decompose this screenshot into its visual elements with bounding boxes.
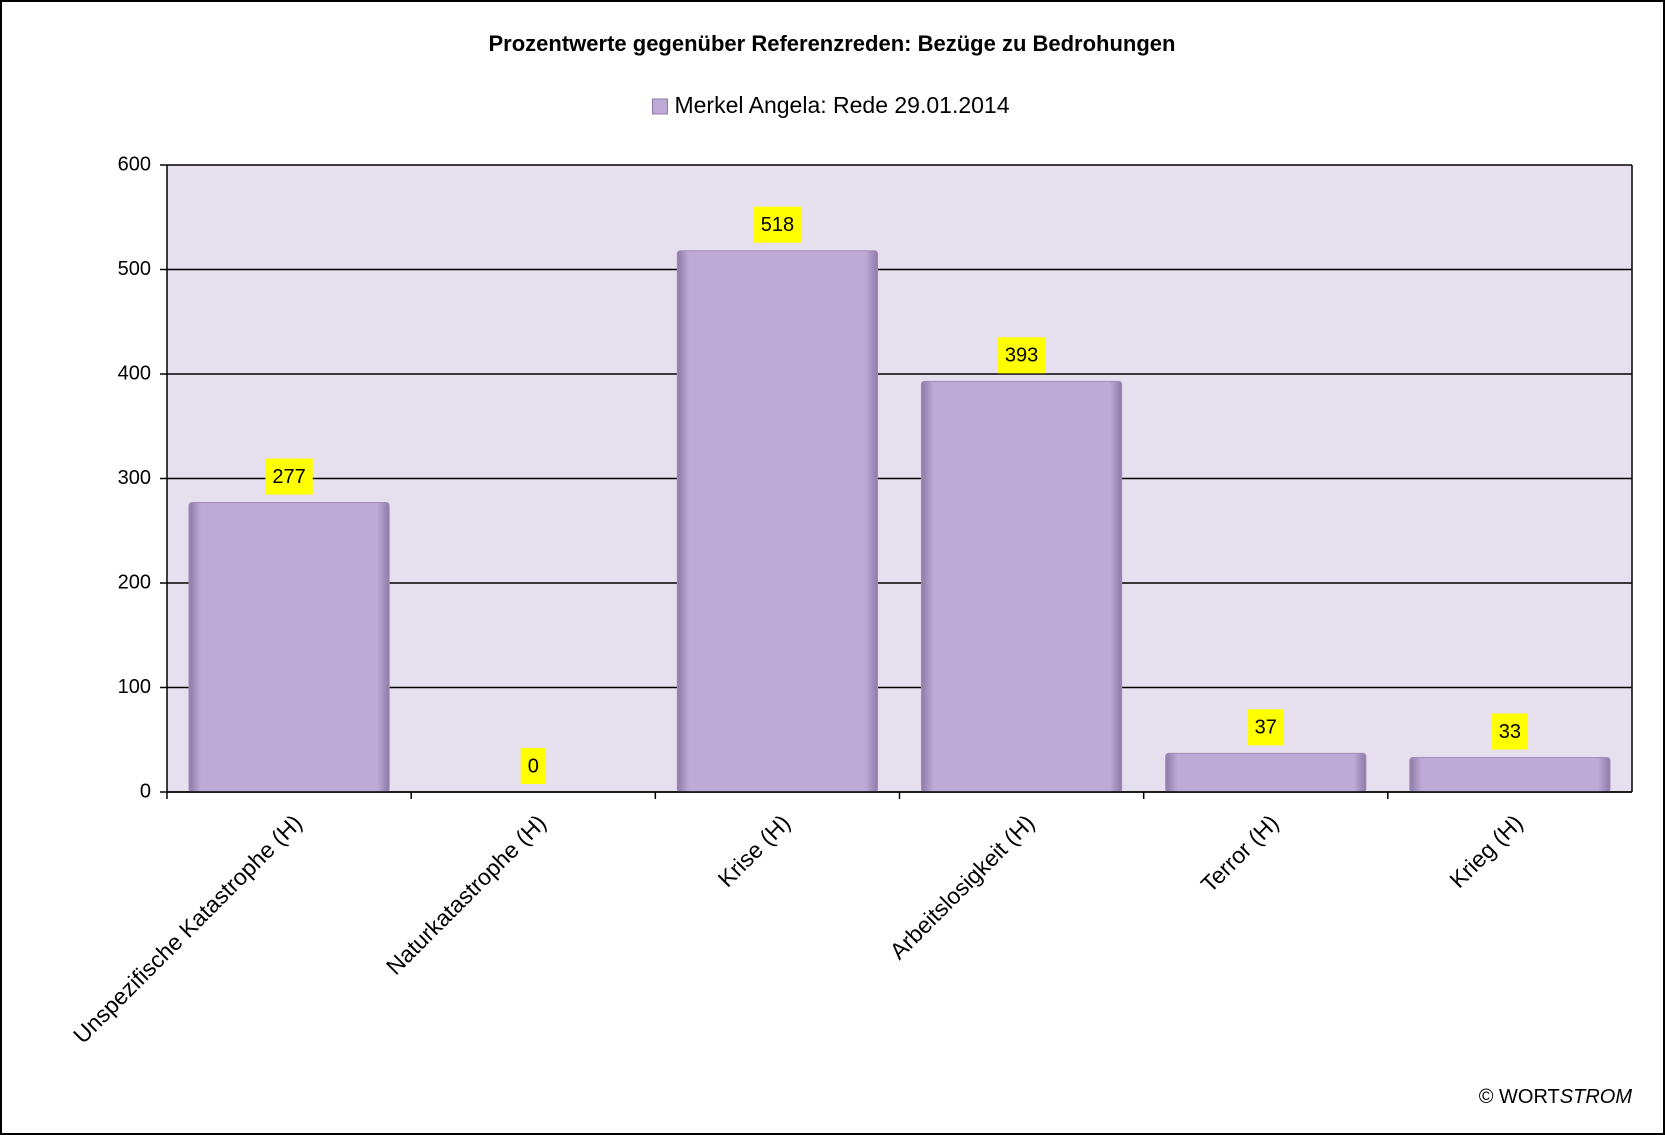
value-label: 0 xyxy=(528,755,539,777)
copyright-italic: STROM xyxy=(1560,1086,1633,1108)
value-label: 37 xyxy=(1255,717,1277,739)
value-label-bg xyxy=(1491,713,1529,750)
copyright-main: © WORT xyxy=(1479,1086,1560,1108)
legend-marker xyxy=(651,98,668,115)
y-tick-label: 0 xyxy=(140,780,151,802)
legend-label: Merkel Angela: Rede 29.01.2014 xyxy=(674,92,1009,118)
bar xyxy=(1409,757,1611,793)
value-label-bg xyxy=(265,458,313,495)
chart-title: Prozentwerte gegenüber Referenzreden: Be… xyxy=(489,31,1176,56)
value-label: 518 xyxy=(761,214,794,236)
y-tick-label: 300 xyxy=(118,467,151,489)
y-tick-label: 500 xyxy=(118,258,151,280)
copyright: © WORTSTROM xyxy=(1479,1086,1633,1108)
bar xyxy=(920,380,1123,793)
bar xyxy=(676,250,879,793)
bar xyxy=(188,502,390,793)
y-tick-label: 200 xyxy=(118,571,151,593)
legend: Merkel Angela: Rede 29.01.2014 xyxy=(651,92,1010,118)
value-label-bg xyxy=(997,337,1046,374)
bar xyxy=(1165,752,1367,793)
value-label: 33 xyxy=(1499,721,1521,743)
value-label-bg xyxy=(753,206,802,243)
value-label-bg xyxy=(520,748,546,784)
y-tick-label: 600 xyxy=(118,153,151,175)
y-tick-label: 400 xyxy=(118,362,151,384)
y-tick-label: 100 xyxy=(118,676,151,698)
value-label: 393 xyxy=(1005,345,1038,367)
value-label-bg xyxy=(1247,709,1284,746)
value-label: 277 xyxy=(272,466,305,488)
